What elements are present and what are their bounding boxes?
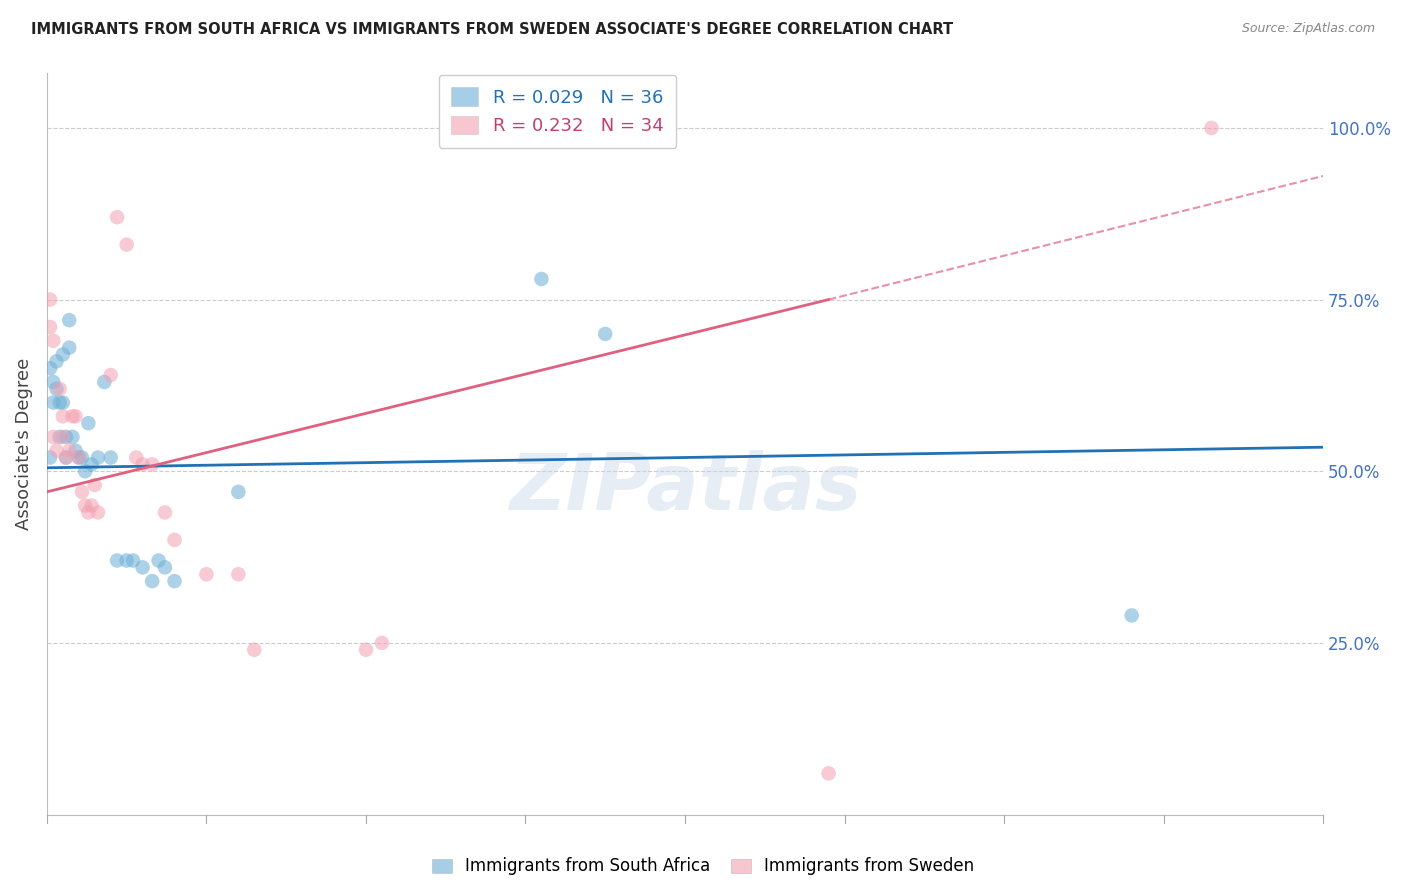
Point (125, 450, 148, 465)
Point (163, 533, 186, 547)
Point (48, 382, 70, 396)
Text: IMMIGRANTS FROM SOUTH AFRICA VS IMMIGRANTS FROM SWEDEN ASSOCIATE'S DEGREE CORREL: IMMIGRANTS FROM SOUTH AFRICA VS IMMIGRAN… (31, 22, 953, 37)
Point (52, 409, 75, 424)
Point (83, 478, 105, 492)
Point (65, 409, 87, 424)
Point (42, 430, 65, 444)
Point (243, 642, 266, 657)
Point (1201, 120, 1223, 135)
Point (195, 567, 218, 582)
Point (131, 560, 153, 574)
Point (52, 430, 75, 444)
Point (42, 375, 65, 389)
Point (58, 341, 80, 355)
Point (87, 505, 110, 519)
Legend: Immigrants from South Africa, Immigrants from Sweden: Immigrants from South Africa, Immigrants… (423, 849, 983, 884)
Text: Source: ZipAtlas.com: Source: ZipAtlas.com (1241, 22, 1375, 36)
Point (39, 293, 62, 307)
Point (39, 450, 62, 465)
Point (39, 320, 62, 334)
Point (45, 382, 67, 396)
Point (80, 458, 103, 472)
Point (52, 347, 75, 361)
Point (817, 766, 839, 780)
Point (228, 484, 250, 499)
Point (115, 553, 138, 567)
Point (354, 642, 377, 657)
Point (153, 505, 176, 519)
Point (75, 499, 97, 513)
Point (163, 574, 186, 588)
Point (115, 237, 138, 252)
Point (105, 210, 128, 224)
Point (371, 636, 394, 650)
Point (48, 430, 70, 444)
Point (228, 567, 250, 582)
Point (45, 443, 67, 458)
Point (148, 553, 170, 567)
Point (58, 313, 80, 327)
Point (45, 354, 67, 368)
Point (131, 458, 153, 472)
Point (77, 416, 100, 430)
Point (70, 450, 93, 465)
Legend: R = 0.029   N = 36, R = 0.232   N = 34: R = 0.029 N = 36, R = 0.232 N = 34 (439, 75, 676, 147)
Point (67, 450, 90, 465)
Point (42, 395, 65, 409)
Point (75, 464, 97, 478)
Point (77, 505, 100, 519)
Text: ZIPatlas: ZIPatlas (509, 450, 860, 526)
Point (100, 368, 122, 383)
Point (39, 361, 62, 376)
Point (52, 395, 75, 409)
Point (153, 560, 176, 574)
Point (87, 450, 110, 465)
Point (55, 450, 77, 465)
Point (42, 334, 65, 348)
Point (70, 484, 93, 499)
Point (593, 326, 616, 341)
Point (141, 574, 163, 588)
Point (80, 499, 103, 513)
Point (55, 450, 77, 465)
Point (141, 458, 163, 472)
Point (48, 395, 70, 409)
Point (530, 272, 553, 286)
Point (55, 430, 77, 444)
Point (105, 553, 128, 567)
Point (58, 443, 80, 458)
Y-axis label: Associate's Degree: Associate's Degree (15, 358, 32, 530)
Point (67, 450, 90, 465)
Point (62, 430, 84, 444)
Point (62, 409, 84, 424)
Point (122, 553, 145, 567)
Point (100, 450, 122, 465)
Point (93, 375, 115, 389)
Point (65, 443, 87, 458)
Point (1121, 608, 1143, 623)
